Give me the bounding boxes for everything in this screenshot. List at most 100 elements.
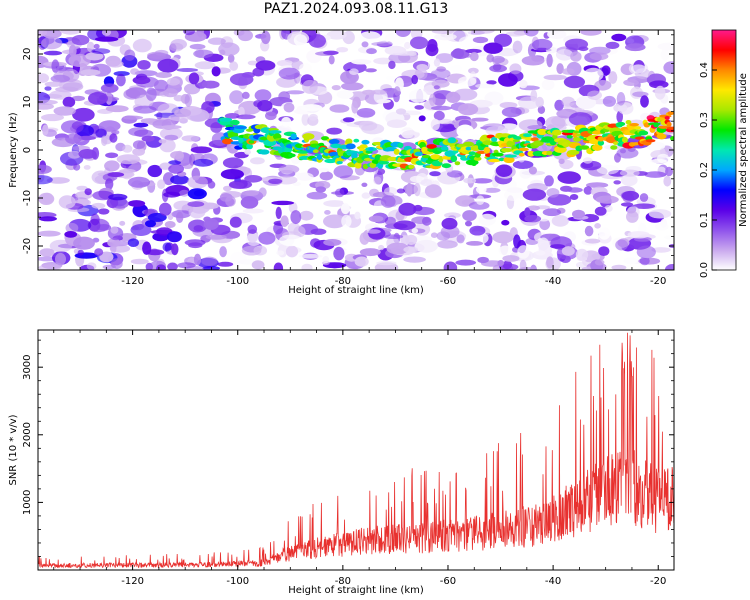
heatmap-cell — [656, 133, 667, 140]
heatmap-cell — [557, 171, 581, 184]
heatmap-cell — [127, 200, 146, 207]
heatmap-cell — [570, 51, 582, 62]
heatmap-cell — [110, 258, 123, 270]
heatmap-cell — [634, 126, 642, 130]
heatmap-cell — [161, 125, 182, 130]
heatmap-cell — [301, 263, 313, 270]
heatmap-cell — [250, 157, 265, 165]
heatmap-cell — [522, 188, 547, 201]
heatmap-cell — [86, 262, 97, 270]
heatmap-cell — [296, 150, 309, 154]
heatmap-cell — [384, 186, 398, 196]
heatmap-cell — [394, 86, 401, 96]
heatmap-cell — [530, 137, 539, 142]
heatmap-cell — [517, 245, 530, 259]
heatmap-cell — [373, 176, 382, 185]
heatmap-cell — [446, 91, 461, 103]
heatmap-cell — [621, 190, 640, 201]
heatmap-cell — [613, 180, 621, 185]
heatmap-cell — [329, 104, 350, 113]
heatmap-cell — [425, 44, 439, 57]
heatmap-cell — [441, 217, 458, 230]
heatmap-cell — [49, 90, 72, 100]
heatmap-cell — [62, 82, 84, 92]
heatmap-cell — [116, 73, 126, 87]
heatmap-cell — [422, 216, 432, 226]
heatmap-cell — [604, 205, 613, 212]
heatmap-cell — [336, 47, 349, 53]
heatmap-cell — [402, 130, 420, 139]
heatmap-cell — [177, 262, 196, 269]
heatmap-cell — [483, 187, 501, 193]
heatmap-cell — [260, 30, 271, 45]
heatmap-cell — [295, 143, 304, 149]
heatmap-cell — [361, 123, 385, 135]
heatmap-cell — [278, 164, 300, 174]
heatmap-cell — [649, 80, 669, 89]
heatmap-cell — [225, 195, 236, 207]
heatmap-cell — [260, 127, 272, 134]
heatmap-cell — [418, 115, 426, 122]
heatmap-cell — [353, 138, 360, 143]
heatmap-cell — [281, 116, 292, 127]
heatmap-cell — [541, 79, 555, 91]
heatmap-cell — [58, 195, 76, 209]
heatmap-cell — [133, 122, 149, 128]
heatmap-cell — [666, 121, 672, 128]
heatmap-y-ticks: 20 10 0 -10 -20 — [22, 34, 674, 257]
colorbar-ticks: 0.0 0.1 0.2 0.3 0.4 — [699, 62, 717, 278]
heatmap-cell — [431, 105, 452, 111]
heatmap-cell — [207, 37, 226, 45]
heatmap-cell — [414, 151, 423, 156]
heatmap-cell — [456, 234, 465, 244]
heatmap-cell — [513, 198, 523, 211]
heatmap-cell — [414, 239, 438, 253]
heatmap-cell — [489, 64, 507, 73]
heatmap-cell — [645, 139, 656, 143]
heatmap-cell — [486, 80, 497, 85]
colorbar-tick-label: 0.2 — [699, 162, 710, 178]
heatmap-cell — [566, 135, 573, 139]
y-tick-label: -20 — [22, 238, 33, 254]
heatmap-cell — [368, 227, 386, 240]
heatmap-cell — [308, 34, 326, 48]
heatmap-cell — [128, 127, 149, 137]
heatmap-cell — [382, 206, 392, 212]
heatmap-cell — [458, 36, 477, 48]
heatmap-cell — [64, 231, 78, 238]
heatmap-cell — [44, 81, 63, 87]
heatmap-cell — [123, 88, 141, 100]
heatmap-cell — [475, 83, 495, 89]
heatmap-cell — [229, 216, 242, 228]
heatmap-cell — [269, 130, 282, 134]
heatmap-cell — [41, 113, 64, 122]
heatmap-cell — [572, 137, 582, 142]
heatmap-cell — [625, 120, 632, 125]
heatmap-cell — [626, 210, 639, 223]
heatmap-cell — [408, 89, 428, 103]
heatmap-cell — [429, 171, 441, 177]
heatmap-cell — [162, 242, 172, 252]
heatmap-cell — [552, 129, 562, 136]
heatmap-cell — [205, 234, 227, 240]
heatmap-cell — [184, 93, 192, 107]
heatmap-cell — [463, 177, 477, 184]
y-tick-label: -10 — [22, 190, 33, 206]
heatmap-cell — [38, 230, 61, 237]
heatmap-cell — [364, 68, 377, 73]
heatmap-cell — [655, 222, 669, 231]
heatmap-cell — [169, 42, 184, 52]
heatmap-cell — [84, 188, 92, 196]
heatmap-cell — [498, 157, 505, 162]
heatmap-cell — [154, 49, 169, 56]
heatmap-cell — [106, 60, 124, 68]
heatmap-cell — [238, 106, 245, 117]
heatmap-cell — [602, 95, 617, 107]
heatmap-cell — [166, 231, 182, 243]
heatmap-cell — [101, 83, 118, 94]
heatmap-cell — [405, 234, 418, 245]
heatmap-cell — [545, 116, 566, 130]
heatmap-cell — [411, 74, 419, 85]
heatmap-cell — [535, 250, 546, 256]
heatmap-cell — [358, 31, 382, 44]
